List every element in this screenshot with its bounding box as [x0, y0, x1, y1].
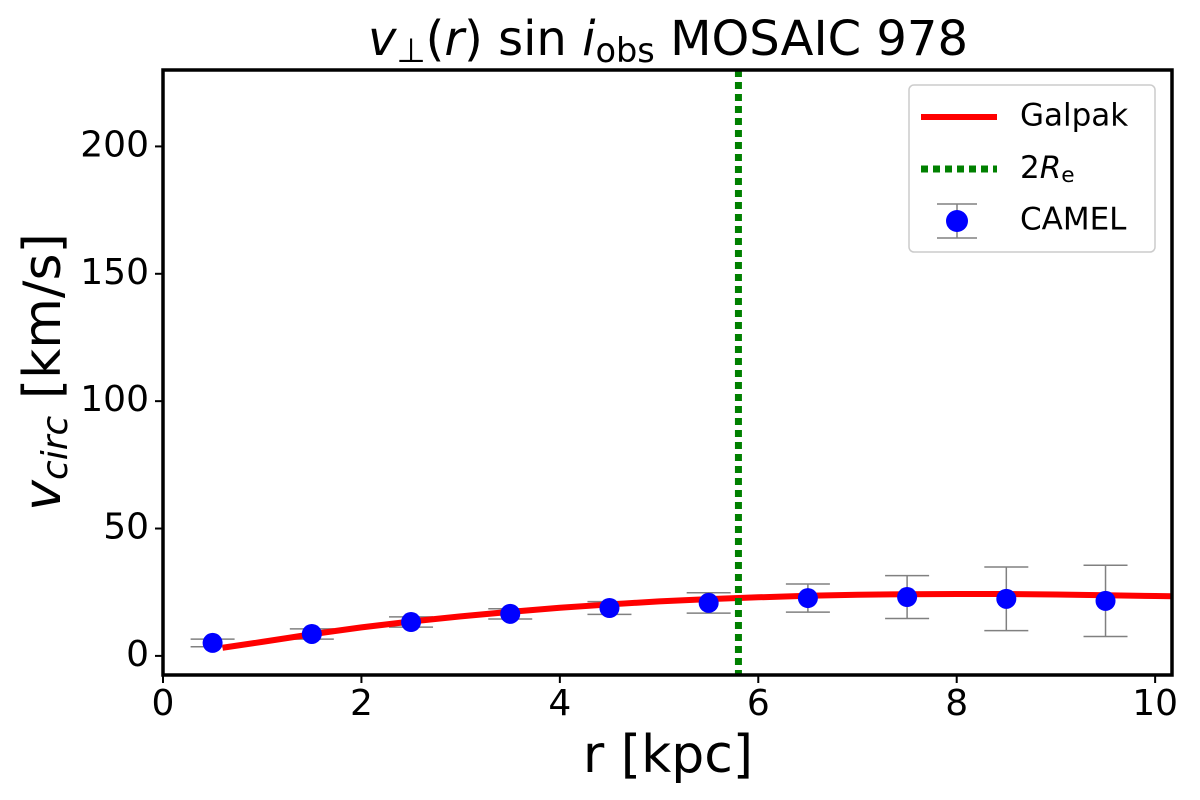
- text-part: e: [1061, 163, 1074, 188]
- point: [797, 588, 818, 609]
- text-part: r: [444, 11, 467, 67]
- point: [698, 592, 719, 613]
- text-part: v: [368, 11, 397, 67]
- legend-label: Galpak: [1020, 98, 1128, 134]
- legend-swatch: [946, 210, 968, 232]
- text-part: i: [582, 11, 596, 67]
- legend-box: [908, 84, 1156, 253]
- x-tick-label: 2: [350, 683, 373, 724]
- point: [401, 612, 422, 633]
- y-tick-label: 150: [80, 252, 149, 293]
- point: [1095, 590, 1116, 611]
- y-tick-label: 100: [80, 379, 149, 420]
- text-part: ) sin: [464, 11, 582, 67]
- point: [301, 623, 322, 644]
- text-part: MOSAIC 978: [655, 11, 968, 67]
- text-part: obs: [595, 31, 654, 70]
- plot-area: [190, 70, 1172, 675]
- x-tick-label: 0: [152, 683, 175, 724]
- text-part: ⊥: [396, 31, 425, 70]
- line: [222, 590, 1172, 651]
- point: [599, 598, 620, 619]
- legend-label: 2Re: [1020, 150, 1075, 188]
- text-part: (: [426, 11, 445, 67]
- text-part: v: [13, 479, 73, 511]
- text-part: 2: [1020, 150, 1040, 186]
- y-tick-label: 0: [126, 634, 149, 675]
- y-tick-label: 50: [103, 507, 149, 548]
- point: [500, 603, 521, 624]
- plot-frame: [161, 68, 1174, 677]
- x-tick-label: 8: [945, 683, 968, 724]
- x-tick-label: 10: [1132, 683, 1178, 724]
- x-axis-label: r [kpc]: [583, 725, 753, 785]
- text-part: R: [1040, 150, 1062, 186]
- text-part: circ: [35, 415, 76, 480]
- point: [996, 588, 1017, 609]
- legend-label: CAMEL: [1020, 202, 1127, 238]
- x-tick-label: 4: [548, 683, 571, 724]
- y-axis-label: vcirc [km/s]: [13, 233, 76, 511]
- text-part: [km/s]: [13, 233, 73, 415]
- point: [897, 587, 918, 608]
- point: [202, 632, 223, 653]
- x-tick-label: 6: [747, 683, 770, 724]
- y-tick-label: 200: [80, 124, 149, 165]
- chart-title: v⊥(r) sin iobs MOSAIC 978: [368, 11, 968, 70]
